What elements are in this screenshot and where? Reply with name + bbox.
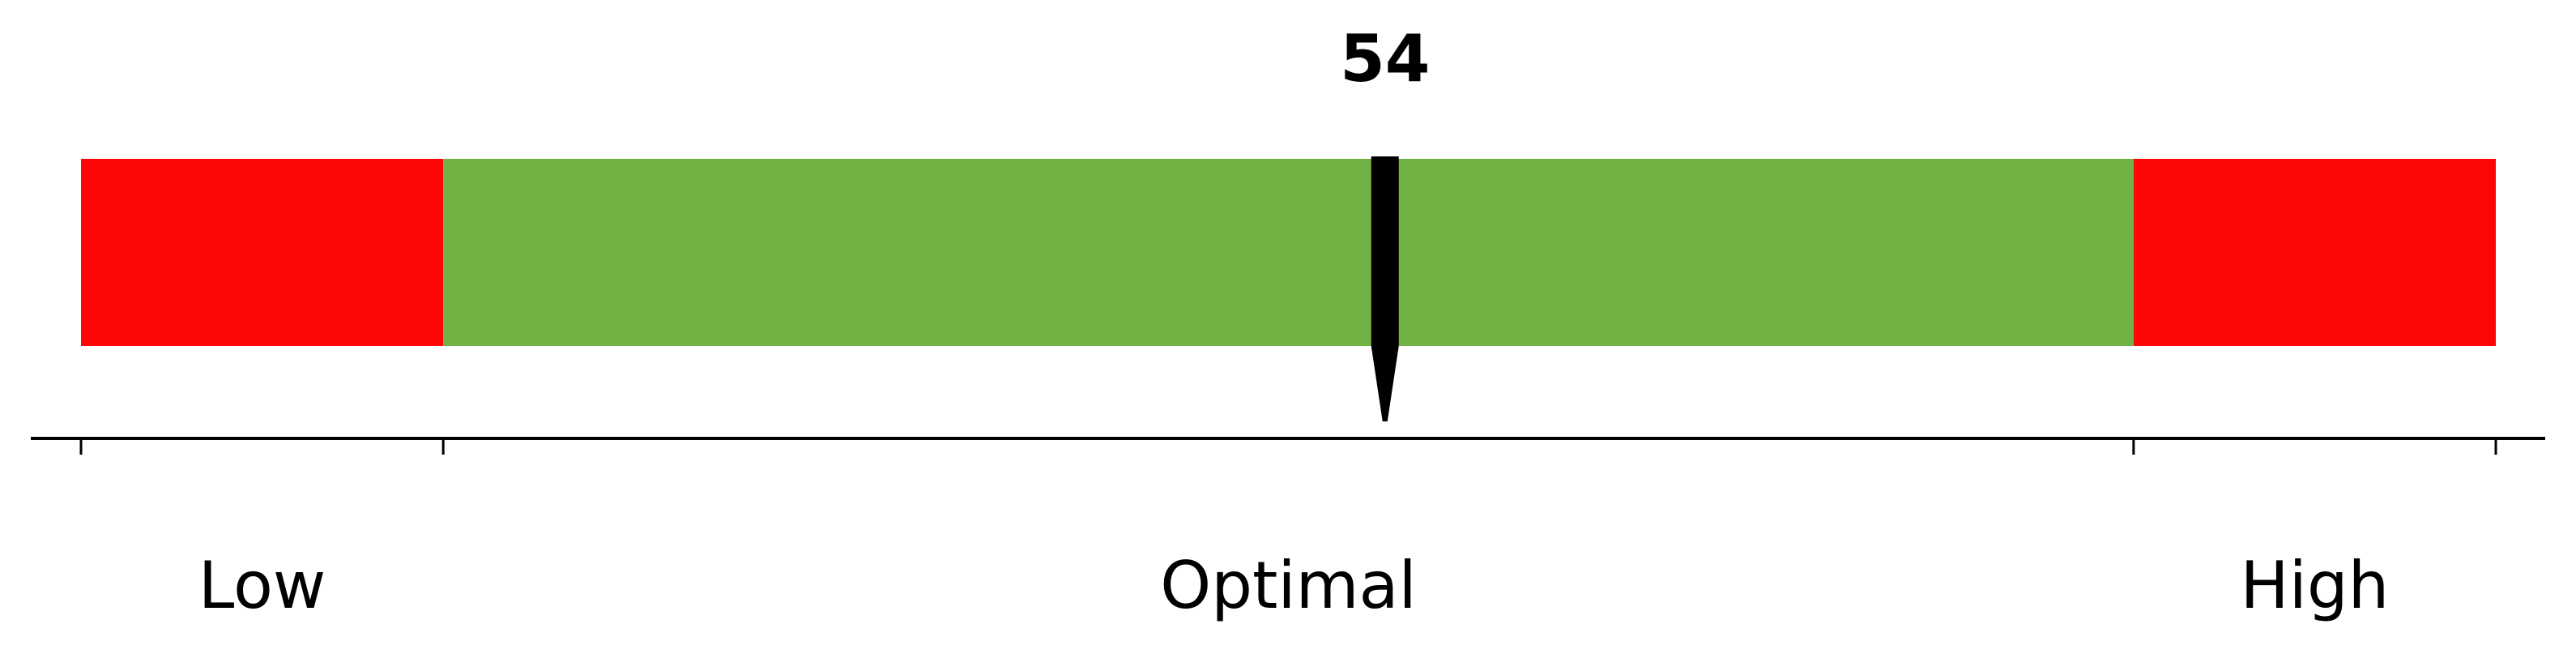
zone-bar-optimal <box>443 159 2134 346</box>
value-label: 54 <box>1340 21 1430 96</box>
zone-bars <box>81 159 2496 346</box>
zone-bar-low <box>81 159 444 346</box>
zone-labels: Low Optimal High <box>198 548 2390 623</box>
zone-bar-high <box>2133 159 2496 346</box>
zone-label-high: High <box>2240 548 2389 623</box>
value-marker-group <box>1371 156 1399 421</box>
zone-label-low: Low <box>198 548 326 623</box>
zone-label-optimal: Optimal <box>1160 548 1417 623</box>
value-marker <box>1371 156 1399 421</box>
x-axis-ticks <box>79 438 2497 455</box>
